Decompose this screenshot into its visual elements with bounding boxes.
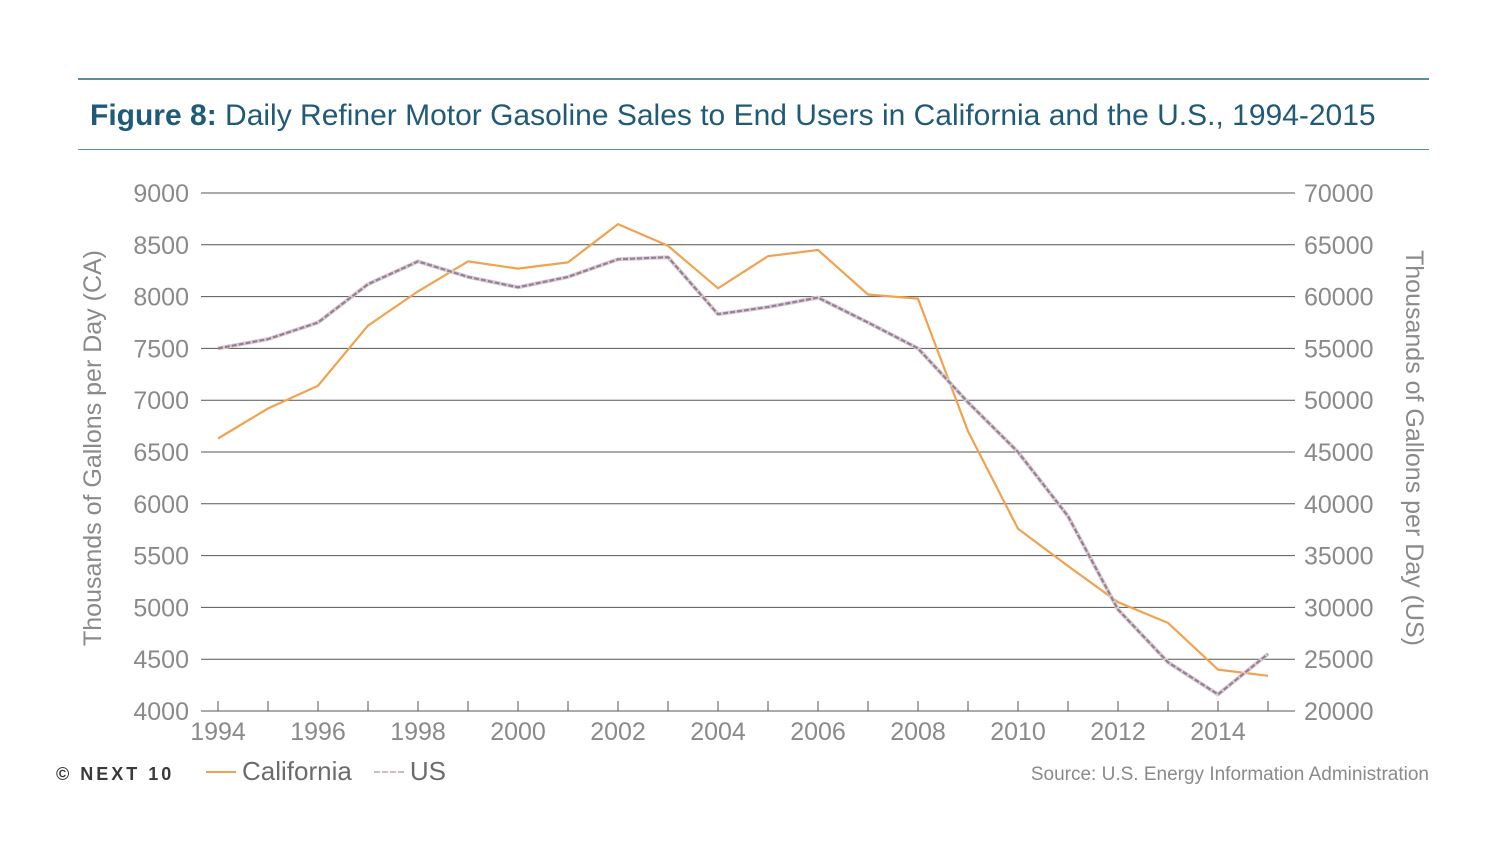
y-axis-label-left: Thousands of Gallons per Day (CA)	[79, 250, 107, 646]
y-tick-label-left: 7500	[133, 335, 189, 363]
y-tick-label-left: 8500	[133, 232, 189, 260]
series	[217, 223, 1270, 697]
y-tick-label-right: 30000	[1304, 594, 1374, 622]
y-tick-label-right: 25000	[1304, 646, 1374, 674]
legend-swatch-us	[373, 770, 404, 773]
legend-label-california: California	[242, 756, 352, 786]
x-tick-label: 2006	[790, 718, 846, 746]
y-tick-label-right: 55000	[1304, 335, 1374, 363]
x-tick-label: 2012	[1090, 718, 1146, 746]
y-tick-label-left: 7000	[133, 387, 189, 415]
y-tick-label-right: 35000	[1304, 543, 1374, 571]
x-tick-label: 2010	[990, 718, 1046, 746]
y-tick-label-right: 70000	[1304, 180, 1374, 208]
title-top-rule	[78, 78, 1429, 80]
brand-logo: © NEXT 10	[56, 764, 175, 784]
legend-label-us: US	[409, 756, 446, 786]
x-tick-label: 2008	[890, 718, 946, 746]
gridlines	[201, 192, 1295, 712]
chart-title: Figure 8: Daily Refiner Motor Gasoline S…	[90, 96, 1376, 136]
series-line-halo-us	[217, 255, 1270, 697]
x-tick-label: 1996	[290, 718, 346, 746]
legend-swatch-california	[206, 770, 236, 773]
axes: 9000 8500 8000 7500 7000 6500 6000 5500 5000 4500…	[133, 180, 1373, 746]
y-tick-label-right: 50000	[1304, 387, 1374, 415]
y-tick-label-left: 5000	[133, 594, 189, 622]
series-line-us	[217, 256, 1269, 696]
x-tick-label: 2000	[490, 718, 546, 746]
y-tick-label-right: 65000	[1304, 232, 1374, 260]
x-tick-label: 1994	[190, 718, 246, 746]
legend-item-california: California	[206, 756, 352, 787]
y-tick-label-left: 5500	[133, 543, 189, 571]
x-tick-label: 2004	[690, 718, 746, 746]
y-tick-label-left: 9000	[133, 180, 189, 208]
y-axis-label-right: Thousands of Gallons per Day (US)	[1400, 250, 1428, 646]
legend-item-us: US	[373, 756, 446, 787]
y-tick-label-right: 45000	[1304, 439, 1374, 467]
legend: California US	[206, 756, 468, 787]
y-tick-label-right: 40000	[1304, 491, 1374, 519]
y-tick-label-left: 4000	[133, 698, 189, 726]
title-bottom-rule	[78, 149, 1429, 150]
y-tick-label-right: 60000	[1304, 284, 1374, 312]
x-tick-label: 2002	[590, 718, 646, 746]
y-tick-label-left: 6000	[133, 491, 189, 519]
y-tick-label-left: 8000	[133, 284, 189, 312]
y-tick-label-right: 20000	[1304, 698, 1374, 726]
x-tick-label: 2014	[1190, 718, 1246, 746]
x-tick-label: 1998	[390, 718, 446, 746]
figure-label: Figure 8:	[90, 99, 217, 132]
y-tick-label-left: 6500	[133, 439, 189, 467]
series-line-california	[217, 223, 1269, 677]
source-note: Source: U.S. Energy Information Administ…	[1030, 764, 1429, 785]
figure-title-text: Daily Refiner Motor Gasoline Sales to En…	[216, 99, 1376, 132]
y-tick-label-left: 4500	[133, 646, 189, 674]
